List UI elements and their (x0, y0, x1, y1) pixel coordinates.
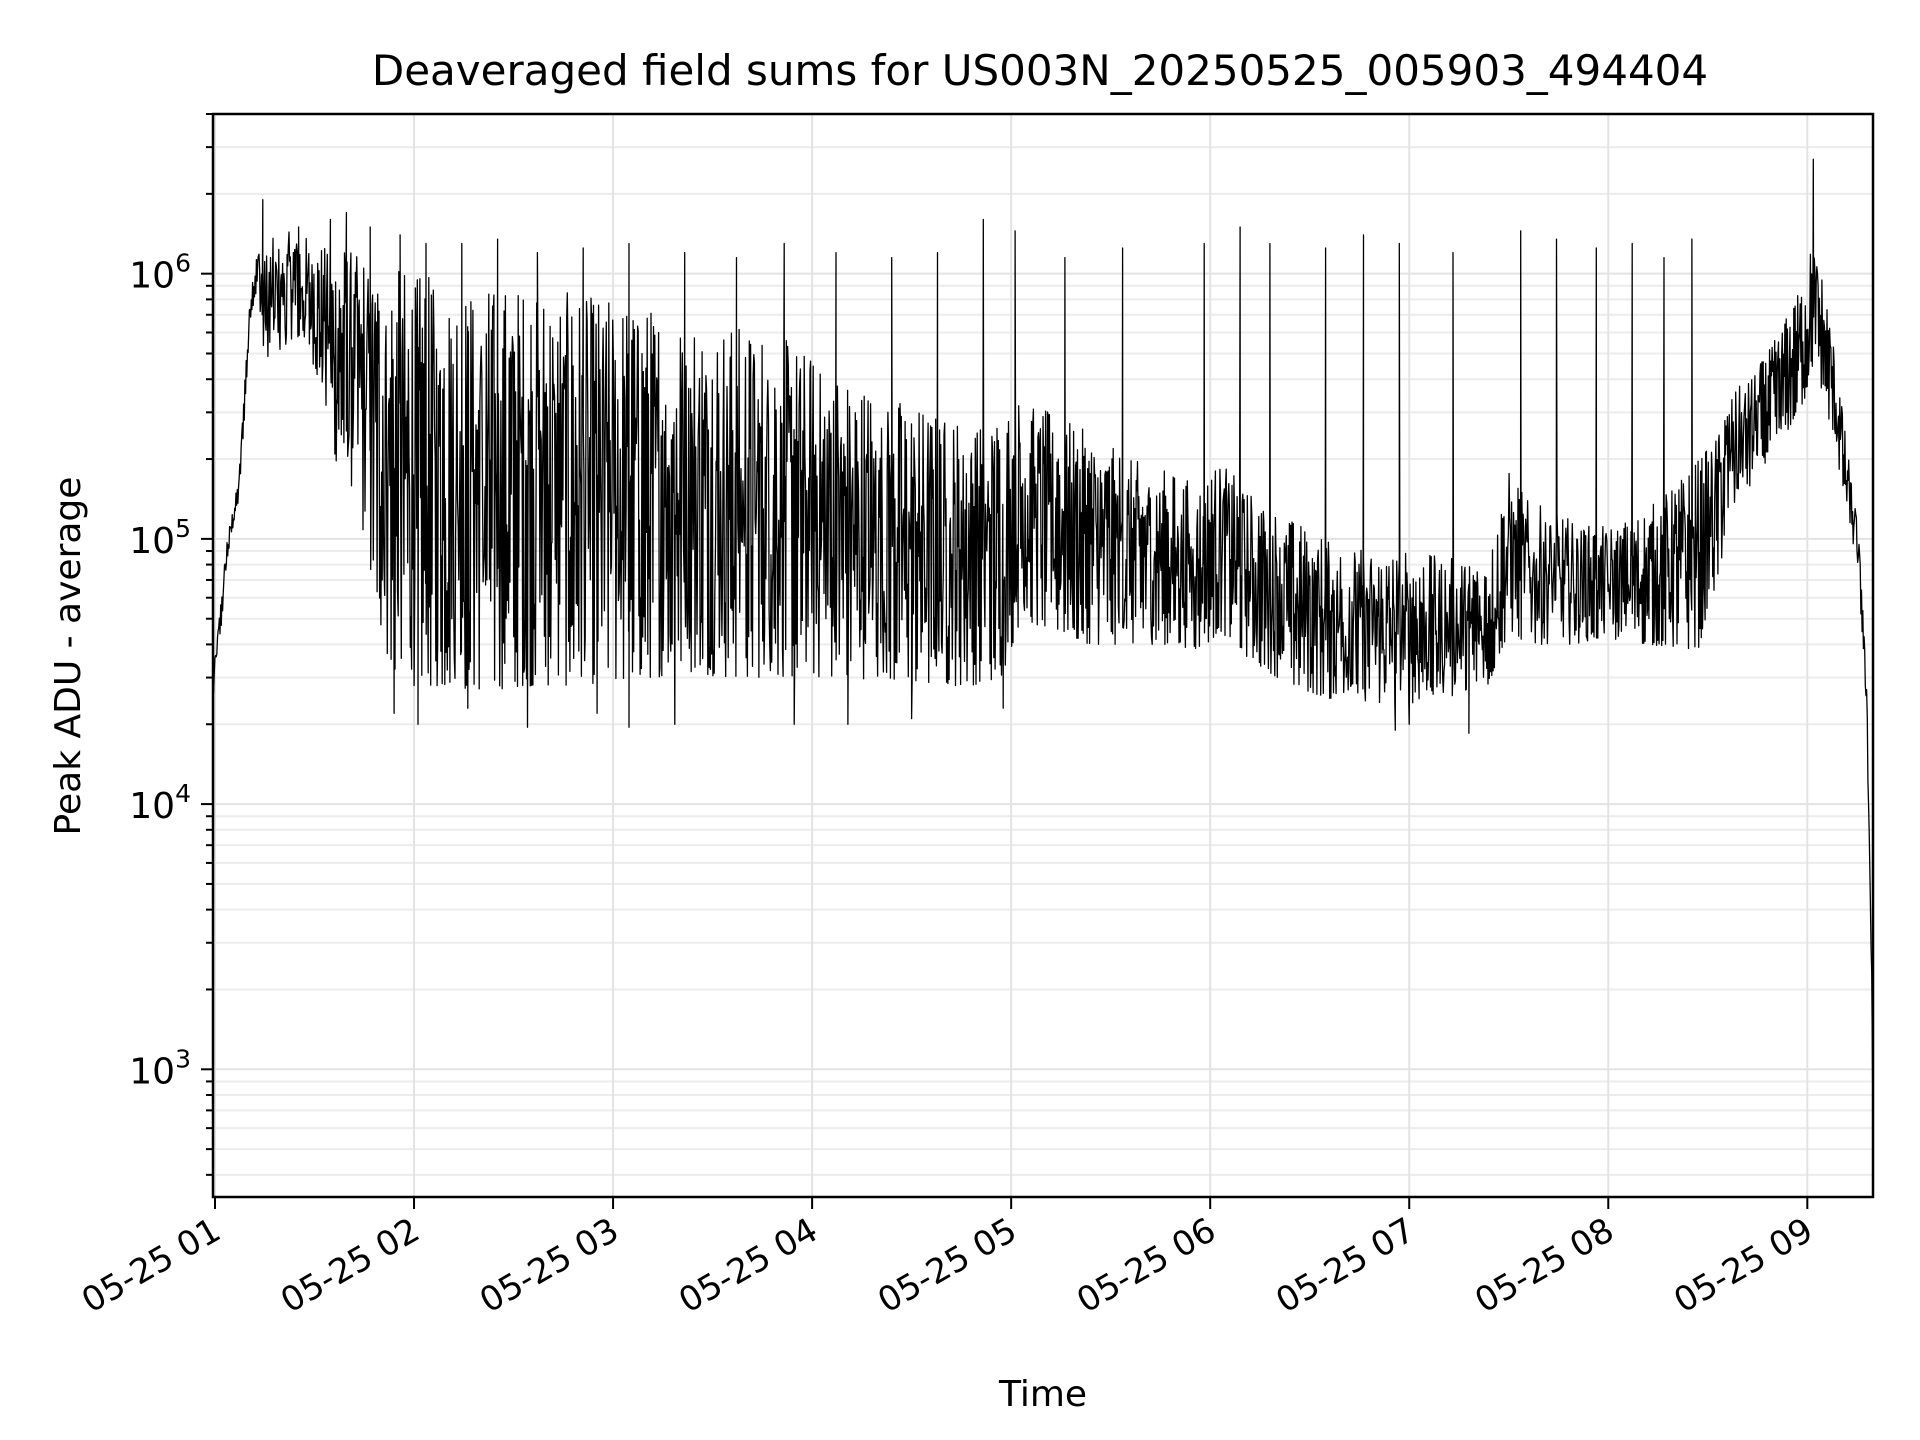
y-axis-label: Peak ADU - average (48, 477, 89, 836)
chart-title: Deaveraged field sums for US003N_2025052… (372, 46, 1708, 95)
y-tick-label: 104 (129, 779, 191, 827)
y-tick-label: 103 (129, 1044, 191, 1092)
axis-ticks (201, 113, 1809, 1209)
y-tick-label: 105 (129, 514, 191, 562)
x-axis-label: Time (998, 1374, 1087, 1415)
series-layer (212, 158, 1874, 1120)
y-tick-labels: 103 104 105 106 (129, 249, 191, 1093)
y-tick-label: 106 (129, 249, 191, 297)
series-line (212, 158, 1874, 1120)
plot-frame (211, 112, 1875, 1199)
